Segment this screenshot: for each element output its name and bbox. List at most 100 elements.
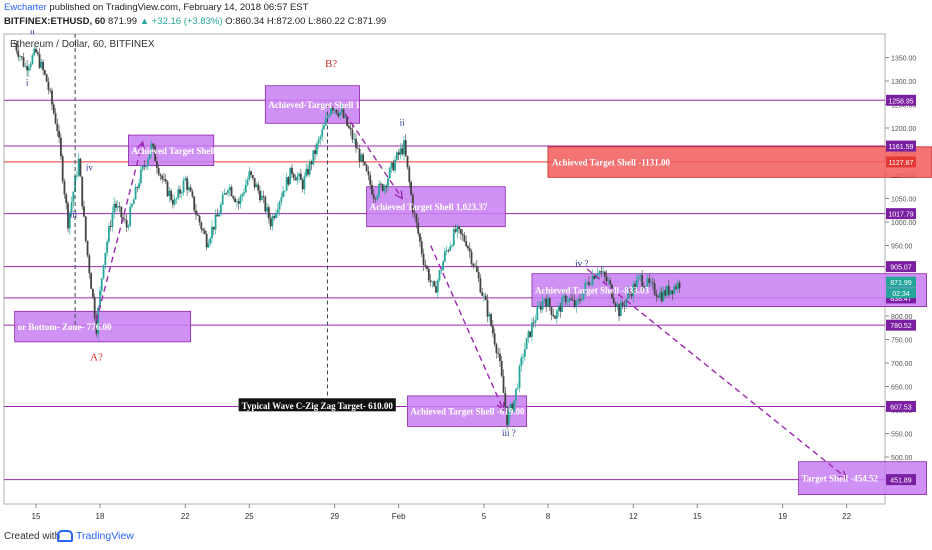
candle-body <box>653 283 656 295</box>
last-price: 871.99 <box>108 16 138 27</box>
candle-body <box>40 61 43 68</box>
candle-body <box>296 176 299 181</box>
target-box <box>128 134 215 167</box>
x-tick-label: 15 <box>32 512 41 521</box>
candle-body <box>326 116 329 119</box>
candle-body <box>504 392 507 407</box>
candle-body <box>198 215 201 223</box>
candle-body <box>228 187 231 191</box>
candle-body <box>157 167 160 175</box>
candle-body <box>54 112 57 124</box>
y-tick-label: 1350.00 <box>891 56 916 63</box>
candle-body <box>36 52 39 54</box>
candle-body <box>90 273 93 289</box>
candle-body <box>292 173 295 178</box>
candle-body <box>557 305 560 311</box>
candle-body <box>307 168 309 175</box>
symbol-label: BITFINEX:ETHUSD, 60 <box>4 16 106 27</box>
candle-body <box>387 178 389 188</box>
candle-body <box>541 300 544 310</box>
candle-body <box>83 206 85 217</box>
candle-body <box>571 299 574 301</box>
x-tick-label: Feb <box>392 512 406 521</box>
candle-body <box>410 182 412 195</box>
y-tick-label: 550.00 <box>891 432 913 439</box>
tradingview-logo[interactable]: TradingView <box>57 530 134 543</box>
candle-body <box>70 202 73 213</box>
candle-body <box>141 165 144 170</box>
candle-body <box>648 278 651 283</box>
projection-dashed-line <box>344 113 403 199</box>
candle-body <box>495 344 498 353</box>
candle-body <box>339 112 341 117</box>
author-link[interactable]: Ewcharter <box>4 2 47 13</box>
candle-body <box>65 194 68 204</box>
candle-body <box>580 299 583 301</box>
candle-body <box>566 301 569 303</box>
candle-body <box>335 109 338 114</box>
price-axis-tag <box>886 208 916 220</box>
candle-body <box>477 271 480 279</box>
y-tick-label: 500.00 <box>891 455 913 462</box>
chart-canvas[interactable]: 1518222529Feb5812151922450.00500.00550.0… <box>0 30 932 526</box>
candle-body <box>516 387 519 389</box>
candle-body <box>651 282 654 284</box>
candle-body <box>435 286 437 293</box>
price-axis-tag-label: 1127.87 <box>889 160 914 167</box>
candle-body <box>611 284 613 299</box>
candle-body <box>22 56 25 67</box>
candle-body <box>164 179 167 182</box>
candle-body <box>582 291 585 300</box>
candle-body <box>559 305 562 312</box>
candle-body <box>81 176 84 207</box>
candle-body <box>148 153 151 160</box>
candle-body <box>673 286 676 294</box>
candle-body <box>459 229 462 234</box>
candle-body <box>269 218 272 227</box>
candle-body <box>632 283 635 297</box>
candle-body <box>20 56 23 58</box>
candle-body <box>308 161 311 175</box>
candle-body <box>253 177 256 188</box>
candle-body <box>456 226 459 232</box>
target-box-label: Achieved Target Shell -1131.00 <box>552 158 671 168</box>
candle-body <box>577 299 580 302</box>
cloud-icon <box>57 530 73 543</box>
x-tick-label: 15 <box>693 512 702 521</box>
candle-body <box>161 175 164 180</box>
candle-body <box>349 127 352 130</box>
candle-body <box>595 275 597 279</box>
x-tick-label: 12 <box>629 512 638 521</box>
candle-body <box>371 184 373 195</box>
candle-body <box>630 292 633 297</box>
candle-body <box>24 66 27 67</box>
candle-body <box>212 226 215 230</box>
price-axis-tag <box>886 156 916 168</box>
candle-body <box>168 190 171 197</box>
price-axis-tag <box>886 140 916 152</box>
candle-body <box>555 310 558 319</box>
candle-body <box>257 184 260 191</box>
candle-body <box>230 187 233 197</box>
candle-body <box>235 201 238 203</box>
price-axis-tag-label: 871.99 <box>890 280 912 287</box>
candle-body <box>180 192 183 194</box>
candle-body <box>509 403 512 412</box>
candle-body <box>378 183 380 196</box>
candle-body <box>543 298 546 301</box>
candle-body <box>136 187 139 188</box>
candle-body <box>95 318 98 334</box>
candle-body <box>317 139 320 144</box>
candle-body <box>605 276 608 282</box>
candle-body <box>675 286 677 289</box>
candle-body <box>563 295 565 298</box>
candle-body <box>99 290 101 308</box>
candle-body <box>401 148 404 155</box>
price-axis-tag-label: 1161.59 <box>889 144 914 151</box>
candle-body <box>408 167 411 183</box>
candle-body <box>417 222 420 234</box>
candle-body <box>314 150 316 154</box>
candle-body <box>123 219 126 221</box>
target-box-label: Achieved Target Shell 1,174.36 <box>131 146 249 156</box>
candle-body <box>532 322 535 324</box>
